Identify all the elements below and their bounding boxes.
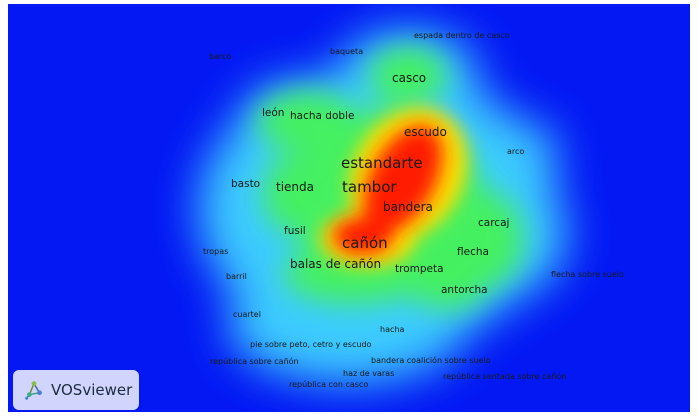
term-casco[interactable]: casco <box>392 71 427 85</box>
term-leon[interactable]: león <box>262 107 285 119</box>
term-antorcha[interactable]: antorcha <box>441 284 488 296</box>
term-trompeta[interactable]: trompeta <box>395 263 444 275</box>
term-fusil[interactable]: fusil <box>284 225 306 237</box>
term-republica-con-casco[interactable]: república con casco <box>289 380 369 389</box>
term-escudo[interactable]: escudo <box>404 125 447 139</box>
term-arco[interactable]: arco <box>507 147 525 156</box>
term-basto[interactable]: basto <box>231 178 261 190</box>
term-barril[interactable]: barril <box>226 272 247 281</box>
vosviewer-logo-icon <box>25 381 42 400</box>
term-carcaj[interactable]: carcaj <box>478 217 510 229</box>
term-estandarte[interactable]: estandarte <box>341 154 423 172</box>
term-hacha[interactable]: hacha <box>380 325 405 334</box>
term-tropas[interactable]: tropas <box>203 247 229 256</box>
term-republica-sentada[interactable]: república sentada sobre cañón <box>443 372 567 381</box>
vosviewer-logo: VOSviewer <box>13 370 139 410</box>
term-tienda[interactable]: tienda <box>276 180 314 194</box>
term-bandera-coalicion[interactable]: bandera coalición sobre suelo <box>371 356 491 365</box>
term-barco[interactable]: barco <box>209 52 232 61</box>
term-haz-de-varas[interactable]: haz de varas <box>343 369 395 378</box>
term-flecha-sobre-suelo[interactable]: flecha sobre suelo <box>551 270 624 279</box>
term-tambor[interactable]: tambor <box>342 178 397 196</box>
density-map[interactable] <box>8 4 690 412</box>
term-bandera[interactable]: bandera <box>383 200 433 214</box>
term-republica-sobre-canon[interactable]: república sobre cañón <box>210 357 299 366</box>
term-hacha-doble[interactable]: hacha doble <box>290 110 355 122</box>
term-canon[interactable]: cañón <box>342 234 388 252</box>
term-baqueta[interactable]: baqueta <box>330 47 364 56</box>
term-cuartel[interactable]: cuartel <box>233 310 261 319</box>
term-espada-dentro-de-casco[interactable]: espada dentro de casco <box>414 31 510 40</box>
term-flecha[interactable]: flecha <box>457 246 489 258</box>
app-name: VOSviewer <box>51 381 133 399</box>
density-layer-peak <box>333 125 443 254</box>
term-pie-sobre-peto[interactable]: pie sobre peto, cetro y escudo <box>250 340 372 349</box>
density-heatmap <box>8 4 690 412</box>
term-balas-de-canon[interactable]: balas de cañón <box>290 257 382 271</box>
